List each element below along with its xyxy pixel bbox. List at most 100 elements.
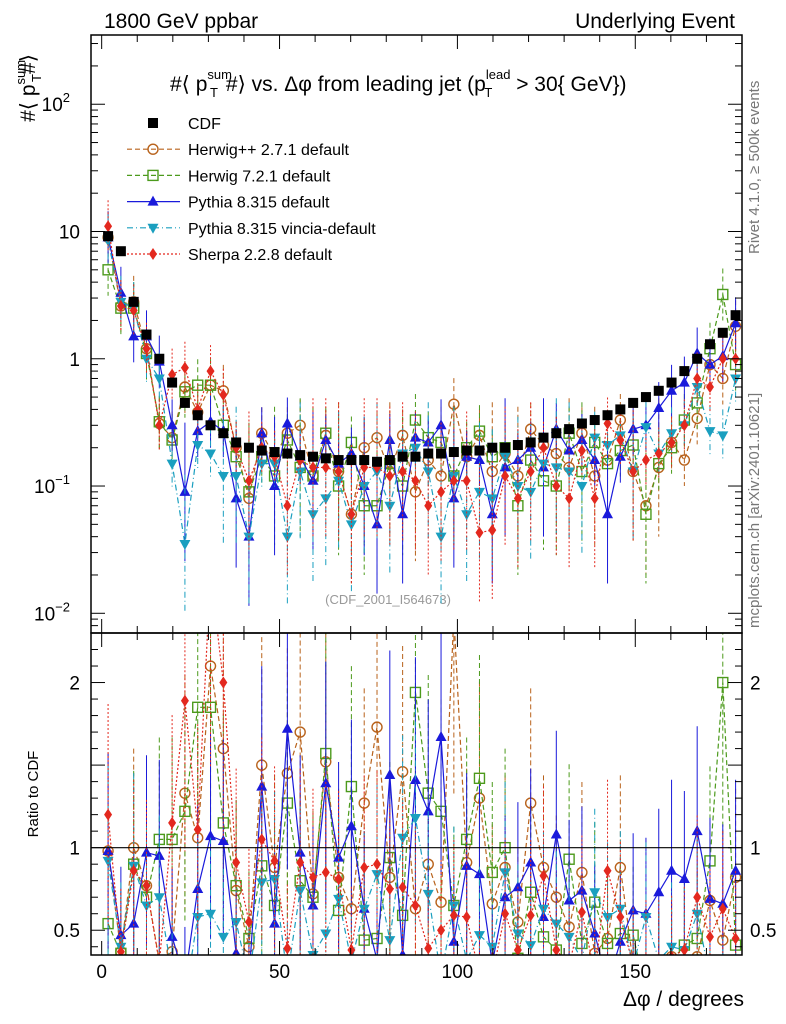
data-point (283, 942, 292, 955)
data-point (653, 402, 665, 413)
data-point (437, 485, 446, 498)
data-point (488, 524, 497, 537)
data-point (308, 461, 317, 474)
data-point (321, 461, 330, 474)
legend-label: Pythia 8.315 vincia-default (188, 221, 376, 238)
series-line (107, 237, 737, 515)
data-point (691, 382, 703, 393)
data-point (142, 342, 151, 355)
data-point (680, 944, 689, 955)
data-point (616, 433, 625, 446)
data-point (704, 427, 716, 438)
data-point (577, 906, 586, 919)
y-tick-exponent: −2 (55, 599, 70, 614)
data-point (166, 419, 178, 430)
data-point (730, 310, 741, 321)
data-point (424, 499, 433, 512)
data-point (499, 452, 511, 463)
data-point (653, 886, 665, 897)
data-point (691, 909, 703, 920)
data-point (141, 329, 152, 340)
data-point (513, 492, 522, 505)
legend: CDF Herwig++ 2.7.1 default Herwig 7.2.1 de… (127, 116, 376, 264)
data-point (537, 904, 549, 915)
data-point (398, 465, 407, 478)
data-point (654, 963, 664, 973)
data-point (217, 835, 229, 846)
ratio-frame (90, 632, 743, 956)
data-point (373, 858, 382, 871)
data-point (461, 510, 473, 521)
data-point (513, 944, 522, 955)
data-point (679, 975, 689, 985)
data-point (103, 231, 114, 242)
data-point (718, 902, 727, 915)
legend-label: CDF (188, 116, 221, 133)
data-point (193, 823, 202, 836)
series-sherpa-2-2-8-default (104, 200, 740, 602)
title-sup2: lead (486, 67, 511, 82)
data-point (654, 447, 663, 460)
ratio-y-tick-label-right: 0.5 (750, 921, 776, 942)
data-point (603, 864, 612, 877)
data-point (129, 304, 138, 317)
data-point (269, 480, 281, 491)
data-point (281, 417, 293, 428)
data-point (577, 444, 586, 457)
data-point (179, 397, 190, 408)
data-point (602, 913, 614, 924)
data-point (230, 917, 242, 928)
data-point (576, 884, 588, 895)
x-tick-label: 0 (96, 962, 107, 983)
x-tick-label: 150 (619, 962, 651, 983)
data-point (129, 864, 138, 877)
data-point (563, 932, 575, 943)
data-point (334, 465, 343, 478)
data-point (116, 299, 125, 312)
series-line (107, 269, 737, 515)
data-point (295, 450, 306, 461)
legend-marker (147, 195, 159, 206)
data-point (166, 459, 178, 470)
y-tick-exponent: 2 (63, 90, 70, 105)
data-point (179, 540, 191, 551)
data-point (693, 891, 702, 904)
data-point (473, 931, 485, 942)
data-point (153, 893, 165, 904)
data-point (219, 676, 228, 689)
data-point (384, 769, 396, 780)
data-point (307, 451, 318, 462)
data-point (371, 721, 383, 733)
data-point (602, 410, 613, 421)
series-cdf (103, 231, 741, 467)
data-point (294, 886, 306, 897)
data-point (422, 805, 434, 816)
data-point (192, 701, 204, 714)
legend-label: Pythia 8.315 default (188, 195, 330, 212)
data-point (550, 828, 562, 839)
y-label-sup: sum (13, 60, 28, 85)
data-point (538, 432, 549, 443)
data-point (270, 854, 279, 867)
main-plot-area (102, 200, 742, 614)
data-point (641, 454, 650, 467)
data-point (168, 816, 177, 829)
y-tick-label: 102 (42, 90, 70, 116)
chart-title: #⟨ psum T #⟩ vs. Δφ from leading jet (plea… (170, 67, 627, 100)
title-sub2: T (484, 85, 492, 100)
data-point (244, 474, 253, 487)
data-point (526, 909, 535, 922)
data-point (243, 974, 254, 984)
data-point (192, 379, 204, 391)
data-point (730, 864, 742, 875)
x-ticks (101, 35, 707, 955)
data-point (704, 339, 715, 350)
data-point (424, 942, 433, 955)
data-point (475, 969, 483, 981)
data-point (499, 891, 511, 902)
data-point (294, 467, 306, 478)
data-point (435, 532, 447, 543)
data-point (219, 388, 228, 401)
data-point (217, 932, 229, 943)
